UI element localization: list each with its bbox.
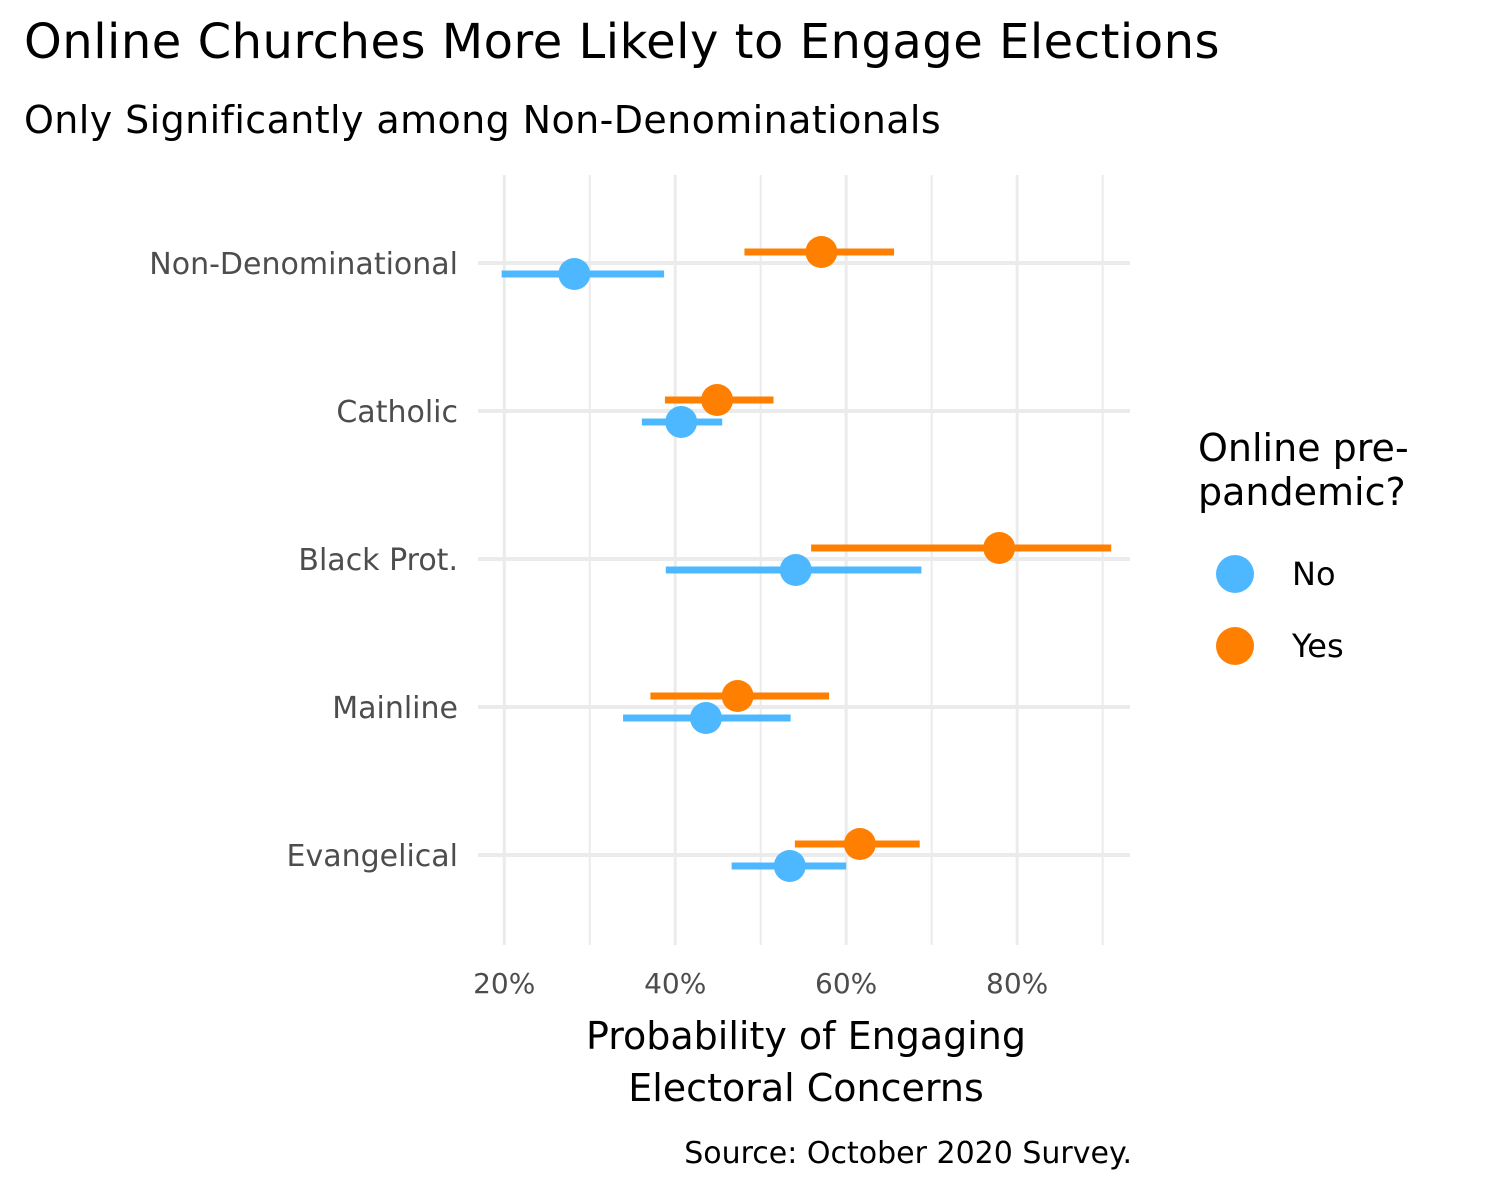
legend-item-no: No <box>1198 538 1409 610</box>
category-label: Mainline <box>332 691 458 726</box>
data-point <box>773 850 806 882</box>
chart-subtitle: Only Significantly among Non-Denominatio… <box>24 98 942 142</box>
legend-title-line1: Online pre- <box>1198 426 1409 470</box>
x-axis-label-line1: Probability of Engaging <box>585 1014 1027 1058</box>
source-caption: Source: October 2020 Survey. <box>684 1136 1132 1171</box>
data-point <box>805 236 838 268</box>
data-marks <box>501 236 1112 882</box>
x-tick-label: 20% <box>473 967 535 1000</box>
series-no <box>501 258 922 882</box>
legend: Online pre- pandemic? No Yes <box>1198 426 1409 682</box>
x-tick-label: 40% <box>644 967 706 1000</box>
legend-item-yes: Yes <box>1198 610 1409 682</box>
data-point <box>665 406 698 438</box>
x-tick-labels: 20% 40% 60% 80% <box>473 967 1048 1000</box>
x-axis-label: Probability of Engaging Electoral Concer… <box>506 1010 1106 1114</box>
legend-dot-icon <box>1216 555 1254 593</box>
data-point <box>689 702 722 734</box>
legend-label: Yes <box>1292 627 1344 665</box>
x-tick-label: 80% <box>986 967 1048 1000</box>
chart-title: Online Churches More Likely to Engage El… <box>24 14 1221 70</box>
legend-title: Online pre- pandemic? <box>1198 426 1409 514</box>
data-point <box>721 680 754 712</box>
category-label: Non-Denominational <box>149 247 458 282</box>
series-yes <box>650 236 1112 860</box>
category-labels: Non-Denominational Catholic Black Prot. Mai… <box>149 247 458 874</box>
legend-title-line2: pandemic? <box>1198 470 1406 514</box>
data-point <box>983 532 1016 564</box>
legend-label: No <box>1292 555 1336 593</box>
data-point <box>558 258 591 290</box>
legend-dot-icon <box>1216 627 1254 665</box>
category-label: Black Prot. <box>298 543 458 578</box>
x-tick-label: 60% <box>815 967 877 1000</box>
data-point <box>843 828 876 860</box>
category-label: Catholic <box>336 395 458 430</box>
x-axis-label-line2: Electoral Concerns <box>628 1066 984 1110</box>
category-label: Evangelical <box>287 839 459 874</box>
data-point <box>701 384 734 416</box>
data-point <box>779 554 812 586</box>
